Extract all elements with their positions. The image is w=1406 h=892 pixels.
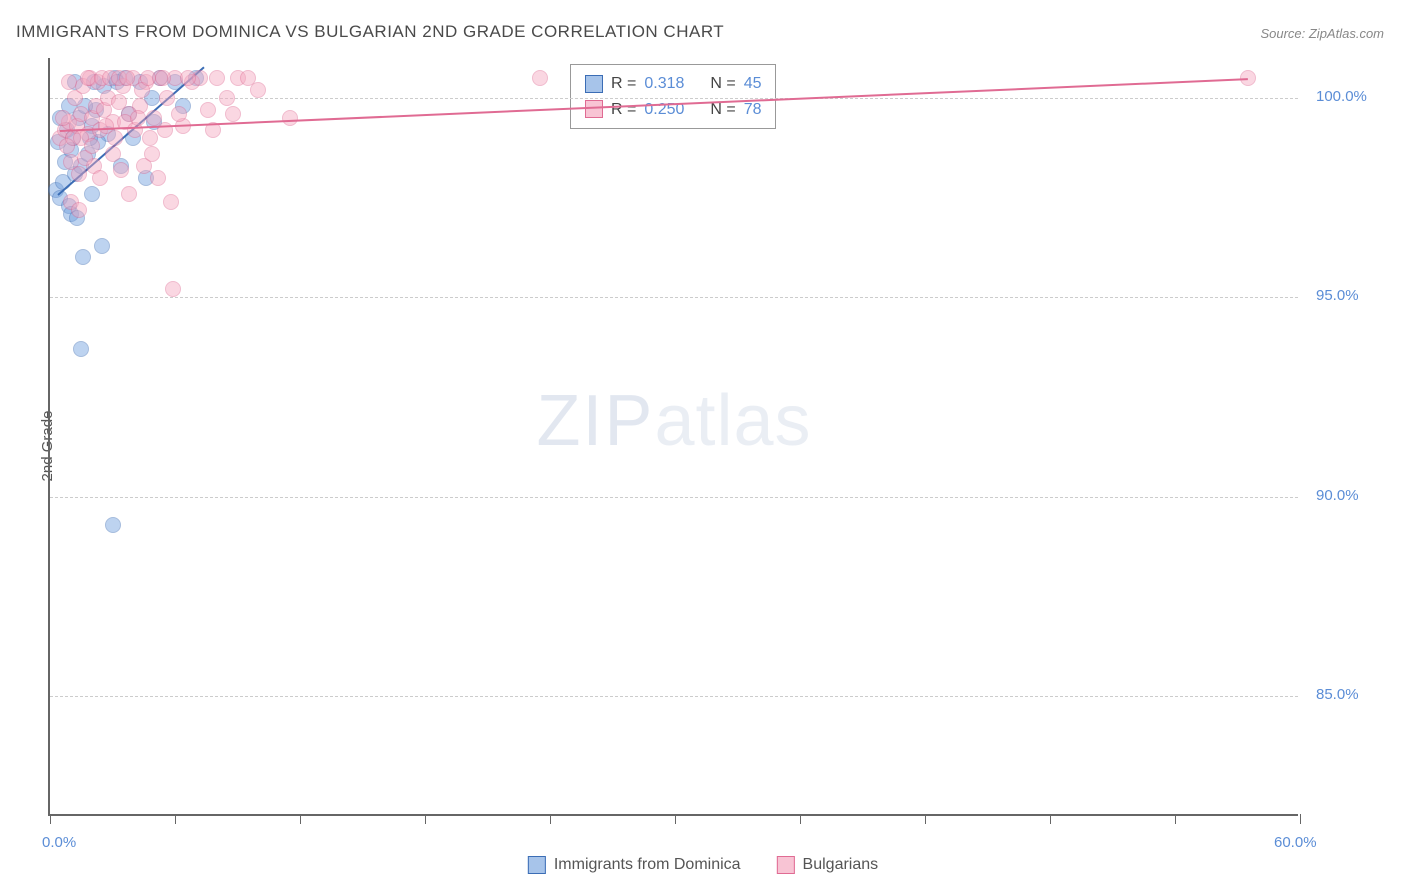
scatter-point <box>532 70 548 86</box>
x-tick <box>1050 814 1051 824</box>
scatter-point <box>61 74 77 90</box>
legend-swatch <box>585 75 603 93</box>
scatter-point <box>155 70 171 86</box>
scatter-point <box>105 517 121 533</box>
scatter-point <box>71 166 87 182</box>
y-tick-label: 85.0% <box>1316 686 1359 703</box>
x-tick <box>675 814 676 824</box>
x-tick-label: 60.0% <box>1274 834 1317 851</box>
x-tick <box>175 814 176 824</box>
correlation-row: R = 0.318 N = 45 <box>585 71 761 97</box>
n-label: N = <box>710 71 735 97</box>
r-value: 0.318 <box>644 71 702 97</box>
scatter-point <box>121 186 137 202</box>
x-tick <box>425 814 426 824</box>
scatter-point <box>84 138 100 154</box>
legend-item: Bulgarians <box>777 856 879 874</box>
scatter-plot-area: ZIPatlas R =0.318N =45R =0.250N =78 <box>48 58 1298 816</box>
scatter-point <box>159 90 175 106</box>
scatter-point <box>142 130 158 146</box>
legend-bottom: Immigrants from Dominica Bulgarians <box>528 856 878 874</box>
scatter-point <box>225 106 241 122</box>
legend-label: Immigrants from Dominica <box>554 856 741 874</box>
x-tick <box>550 814 551 824</box>
scatter-point <box>171 106 187 122</box>
scatter-point <box>107 130 123 146</box>
y-tick-label: 95.0% <box>1316 287 1359 304</box>
x-tick <box>800 814 801 824</box>
scatter-point <box>282 110 298 126</box>
scatter-point <box>209 70 225 86</box>
scatter-point <box>73 341 89 357</box>
scatter-point <box>200 102 216 118</box>
scatter-point <box>55 110 71 126</box>
watermark-part2: atlas <box>654 381 811 461</box>
scatter-point <box>165 281 181 297</box>
r-label: R = <box>611 97 636 123</box>
n-value: 45 <box>744 71 762 97</box>
scatter-point <box>219 90 235 106</box>
legend-item: Immigrants from Dominica <box>528 856 741 874</box>
source-attribution: Source: ZipAtlas.com <box>1260 26 1384 41</box>
watermark-part1: ZIP <box>536 381 654 461</box>
x-tick-label: 0.0% <box>42 834 76 851</box>
x-tick <box>300 814 301 824</box>
scatter-point <box>75 249 91 265</box>
scatter-point <box>180 70 196 86</box>
watermark: ZIPatlas <box>536 380 811 462</box>
legend-swatch <box>777 856 795 874</box>
r-label: R = <box>611 71 636 97</box>
scatter-point <box>250 82 266 98</box>
correlation-legend-box: R =0.318N =45R =0.250N =78 <box>570 64 776 129</box>
legend-swatch <box>528 856 546 874</box>
legend-swatch <box>585 100 603 118</box>
chart-title: IMMIGRANTS FROM DOMINICA VS BULGARIAN 2N… <box>16 22 724 42</box>
scatter-point <box>59 138 75 154</box>
scatter-point <box>130 110 146 126</box>
gridline <box>50 98 1298 99</box>
gridline <box>50 696 1298 697</box>
scatter-point <box>140 70 156 86</box>
legend-label: Bulgarians <box>803 856 879 874</box>
scatter-point <box>144 146 160 162</box>
scatter-point <box>105 146 121 162</box>
x-tick <box>1175 814 1176 824</box>
scatter-point <box>150 170 166 186</box>
gridline <box>50 497 1298 498</box>
scatter-point <box>113 162 129 178</box>
x-tick <box>1300 814 1301 824</box>
y-tick-label: 90.0% <box>1316 487 1359 504</box>
x-tick <box>925 814 926 824</box>
scatter-point <box>84 186 100 202</box>
y-tick-label: 100.0% <box>1316 88 1367 105</box>
r-value: 0.250 <box>644 97 702 123</box>
scatter-point <box>163 194 179 210</box>
scatter-point <box>119 70 135 86</box>
x-tick <box>50 814 51 824</box>
scatter-point <box>71 202 87 218</box>
scatter-point <box>92 170 108 186</box>
gridline <box>50 297 1298 298</box>
scatter-point <box>94 238 110 254</box>
